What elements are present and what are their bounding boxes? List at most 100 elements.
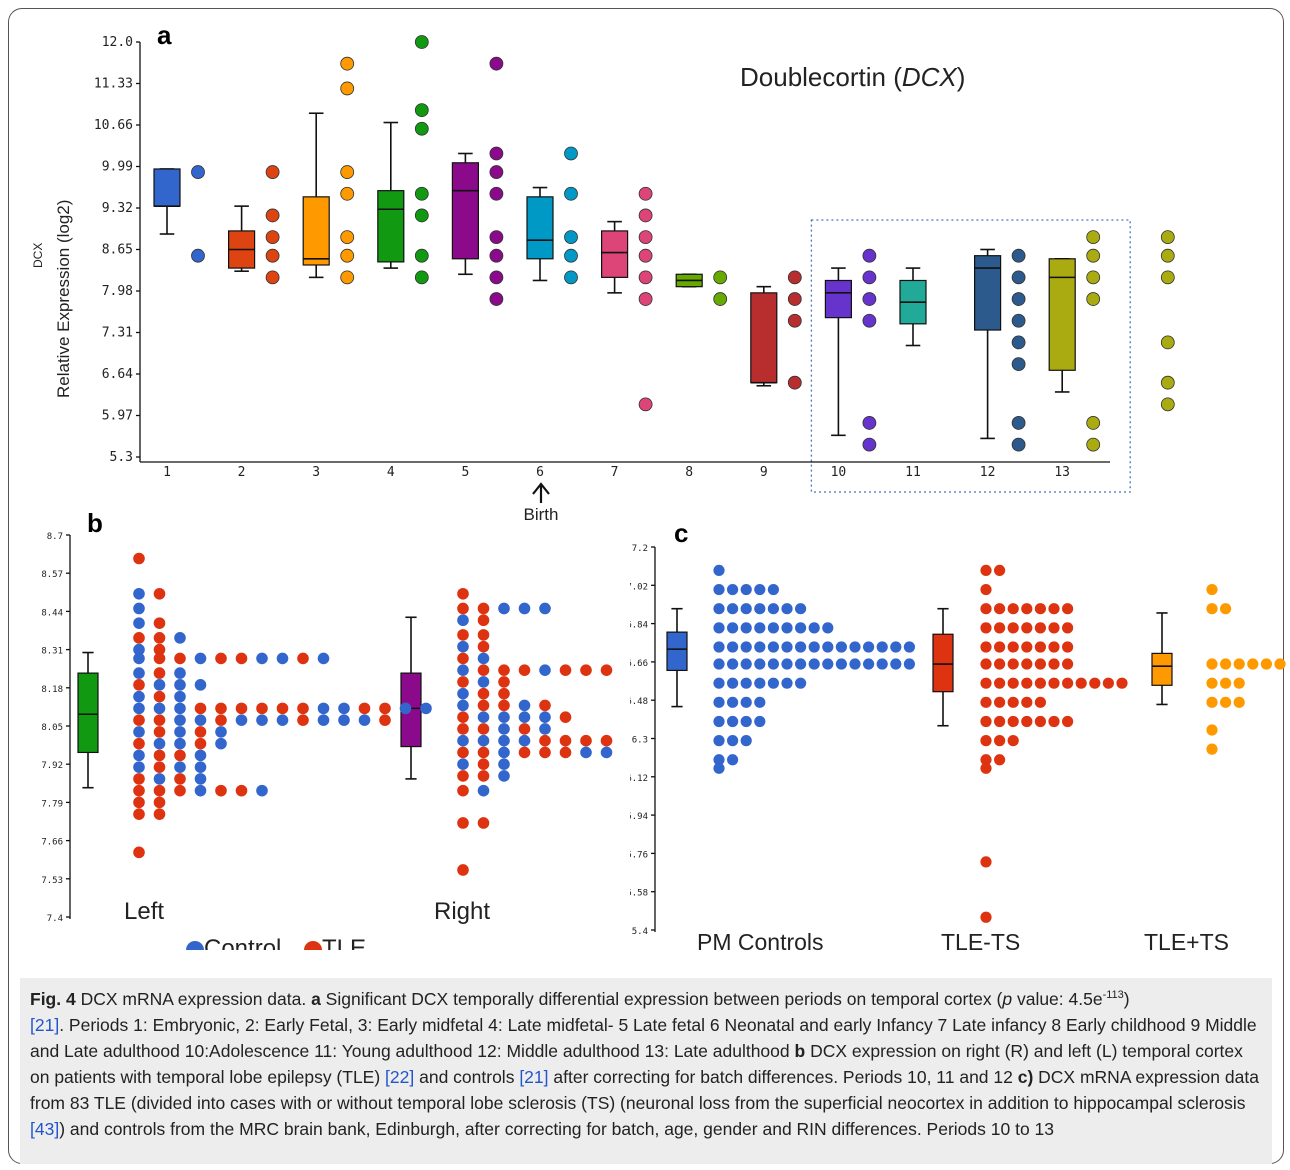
box-left-box — [77, 672, 99, 754]
caption-ref-22[interactable]: [22] — [385, 1066, 415, 1087]
dot-tle-ts — [1220, 658, 1232, 670]
dot-period-2 — [265, 270, 280, 285]
dot-tle-ts — [1206, 696, 1218, 708]
chart-a-xtick-label: 8 — [685, 465, 693, 480]
dot-left-control — [317, 652, 330, 665]
dot-tle-ts — [1034, 658, 1046, 670]
dot-tle-ts — [980, 735, 992, 747]
dot-right-control — [518, 734, 531, 747]
chart-panel-c: c 7.2 7.02 6.84 6.66 6.48 6.3 6.12 5.94 5.76 5.58… — [630, 518, 1286, 955]
dot-left-tle — [153, 690, 166, 703]
dot-right-control — [498, 734, 510, 747]
dot-pm-controls — [713, 564, 725, 577]
dot-left-control — [256, 714, 268, 726]
dot-right-tle — [559, 746, 572, 759]
chart-a-xtick-label: 3 — [312, 465, 320, 480]
dot-tle-ts — [980, 622, 992, 634]
dot-pm-controls — [795, 677, 807, 689]
dot-right-control — [457, 758, 469, 770]
dot-period-12 — [1011, 270, 1026, 285]
dot-left-tle — [133, 714, 145, 726]
chart-a-xtick-label: 1 — [163, 465, 171, 480]
dot-pm-controls — [713, 715, 725, 728]
figure-caption: Fig. 4 DCX mRNA expression data. a Signi… — [20, 978, 1272, 1164]
dot-period-1 — [191, 165, 205, 179]
dot-left-control — [194, 652, 207, 665]
dot-right-tle — [477, 614, 490, 627]
dot-left-tle — [174, 652, 186, 665]
caption-ref-21b[interactable]: [21] — [519, 1066, 549, 1087]
dot-tle-ts — [1062, 603, 1074, 615]
box-period-6-box — [526, 196, 554, 260]
chart-b-yaxis-tick-label: 8.44 — [41, 608, 63, 618]
dot-pm-controls — [740, 641, 752, 653]
chart-a-marks — [153, 35, 1175, 503]
dot-period-9 — [787, 313, 802, 328]
panel-letter-b: b — [87, 510, 103, 538]
dot-left-control — [256, 784, 268, 797]
chart-a-yaxis-tick-label: 5.97 — [102, 409, 133, 424]
dot-right-tle — [518, 746, 531, 759]
caption-text-9: DCX mRNA expression data from 83 TLE (di… — [30, 1066, 1259, 1113]
dot-right-tle — [559, 734, 572, 747]
dot-left-tle — [153, 796, 166, 809]
dot-right-tle — [477, 687, 490, 700]
dot-tle-ts — [1233, 696, 1245, 708]
dot-left-tle — [153, 632, 166, 644]
dot-left-tle — [133, 846, 145, 859]
dot-right-control — [518, 602, 531, 615]
dot-tle-ts — [1062, 658, 1074, 670]
dot-right-tle — [477, 640, 490, 653]
caption-ref-21[interactable]: [21] — [30, 1014, 60, 1035]
chart-a-xtick-label: 7 — [611, 465, 619, 480]
dot-left-control — [420, 702, 432, 715]
dot-period-9 — [787, 270, 802, 285]
dot-tle-ts — [1021, 658, 1033, 670]
dot-period-9 — [787, 292, 802, 306]
chart-a-yaxis-tick-label: 11.33 — [94, 77, 133, 92]
dot-tle-ts — [1233, 677, 1245, 689]
dot-pm-controls — [727, 603, 739, 615]
dot-tle-ts — [1220, 696, 1232, 708]
dot-tle-ts — [1206, 743, 1218, 755]
caption-fig-label: Fig. 4 — [30, 988, 76, 1009]
dot-pm-controls — [863, 658, 875, 670]
dot-right-tle — [539, 699, 551, 712]
dot-period-13 — [1160, 397, 1175, 412]
dot-left-tle — [297, 714, 309, 726]
dot-period-12 — [1011, 437, 1026, 452]
dot-right-tle — [498, 664, 510, 676]
dot-tle-ts — [980, 658, 992, 670]
dot-left-tle — [256, 702, 268, 715]
dot-left-control — [153, 773, 166, 785]
dot-pm-controls — [727, 583, 739, 596]
dot-tle-ts — [1034, 696, 1046, 708]
caption-sup: -113 — [1102, 989, 1124, 1001]
dot-right-tle — [580, 734, 592, 747]
dot-tle-ts — [1034, 622, 1046, 634]
dot-right-tle — [477, 817, 490, 829]
chart-b-yaxis-tick-label: 7.4 — [47, 914, 63, 924]
dot-left-tle — [133, 552, 145, 565]
dot-pm-controls — [795, 658, 807, 670]
dot-period-13 — [1086, 416, 1101, 430]
dot-right-tle — [477, 746, 490, 759]
dot-pm-controls — [713, 754, 725, 766]
caption-ref-43[interactable]: [43] — [30, 1118, 60, 1139]
dot-period-12 — [1011, 313, 1026, 328]
dot-left-control — [174, 726, 186, 738]
chart-a-yaxis-tick-label: 5.3 — [110, 450, 133, 465]
dot-left-control — [174, 737, 186, 750]
dot-pm-controls — [795, 622, 807, 634]
dot-right-tle — [457, 770, 469, 782]
dot-tle-ts — [994, 658, 1006, 670]
chart-a-xtick-label: 9 — [760, 465, 768, 480]
chart-b-yaxis-tick-label: 7.66 — [41, 838, 63, 848]
dot-pm-controls — [754, 641, 766, 653]
dot-tle-ts — [1007, 696, 1019, 708]
chart-a-yaxis-tick-label: 6.64 — [102, 367, 133, 382]
dot-left-control — [215, 737, 227, 750]
chart-c-yaxis-tick-label: 6.12 — [630, 774, 648, 784]
dot-period-2 — [265, 230, 280, 245]
dot-right-control — [498, 770, 510, 782]
